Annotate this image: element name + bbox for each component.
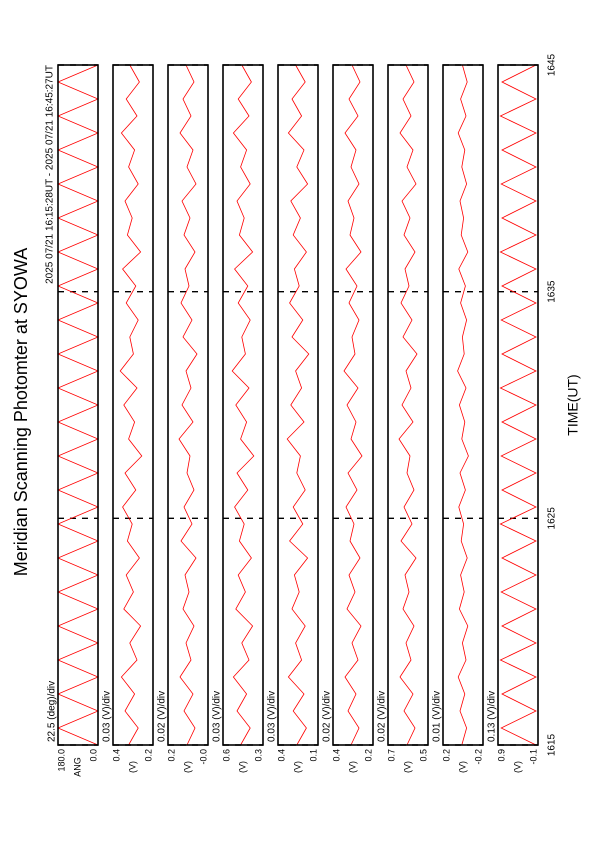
panel-label: (V) [127, 761, 137, 773]
panel-label: (V) [402, 761, 412, 773]
scale-label: 22.5 (deg)/div [47, 681, 58, 742]
y-tick-label: 0.4 [331, 749, 341, 762]
y-tick-label: -0.0 [198, 749, 208, 765]
trace [178, 64, 198, 746]
chart-subtitle: 2025 07/21 16:15:28UT - 2025 07/21 16:45… [45, 65, 56, 284]
panel-label: (V) [292, 761, 302, 773]
chart: Meridian Scanning Photomter at SYOWA 202… [11, 53, 581, 776]
y-tick-label: 0.4 [276, 749, 286, 762]
panel-frame [167, 64, 209, 746]
y-tick-label: 0.6 [221, 749, 231, 762]
trace [286, 64, 310, 746]
scale-label: 0.02 (V)/div [322, 691, 333, 742]
trace [457, 64, 469, 746]
scale-label: 0.13 (V)/div [487, 691, 498, 742]
trace [343, 64, 363, 746]
scale-label: 0.02 (V)/div [377, 691, 388, 742]
y-tick-label: 0.9 [496, 749, 506, 762]
y-tick-label: 0.1 [308, 749, 318, 762]
scale-label: 0.03 (V)/div [102, 691, 113, 742]
panel-label: ANG [72, 757, 82, 777]
scale-label: 0.01 (V)/div [432, 691, 443, 742]
y-tick-label: 180.0 [56, 749, 66, 772]
panel-label: (V) [457, 761, 467, 773]
y-tick-label: 0.2 [441, 749, 451, 762]
y-tick-label: -0.1 [528, 749, 538, 765]
x-tick-label: 1635 [547, 280, 558, 303]
panel-frame [112, 64, 154, 746]
y-tick-label: 0.7 [386, 749, 396, 762]
y-tick-label: 0.4 [111, 749, 121, 762]
panel-label: (V) [182, 761, 192, 773]
scale-label: 0.03 (V)/div [212, 691, 223, 742]
panel-label: (V) [512, 761, 522, 773]
scale-label: 0.03 (V)/div [267, 691, 278, 742]
trace [499, 64, 537, 746]
y-tick-label: 0.0 [88, 749, 98, 762]
trace [56, 64, 100, 746]
y-tick-label: 0.3 [253, 749, 263, 762]
panel-frame [57, 64, 99, 746]
trace [119, 64, 143, 746]
x-axis-label: TIME(UT) [565, 374, 581, 435]
panel-frame [387, 64, 429, 746]
x-tick-label: 1615 [547, 733, 558, 756]
panel-frame [442, 64, 484, 746]
y-tick-label: 0.2 [143, 749, 153, 762]
y-tick-label: 0.2 [166, 749, 176, 762]
panel-label: (V) [347, 761, 357, 773]
panel-label: (V) [237, 761, 247, 773]
y-tick-label: 0.5 [418, 749, 428, 762]
chart-title: Meridian Scanning Photomter at SYOWA [11, 248, 31, 576]
trace [231, 64, 255, 746]
y-tick-label: 0.2 [363, 749, 373, 762]
trace [398, 64, 418, 746]
panel-frame [332, 64, 374, 746]
panel-frame [277, 64, 319, 746]
y-tick-label: -0.2 [473, 749, 483, 765]
x-tick-label: 1625 [547, 507, 558, 530]
scale-label: 0.02 (V)/div [157, 691, 168, 742]
x-tick-label: 1645 [547, 53, 558, 76]
panel-frame [222, 64, 264, 746]
panel-frame [497, 64, 539, 746]
